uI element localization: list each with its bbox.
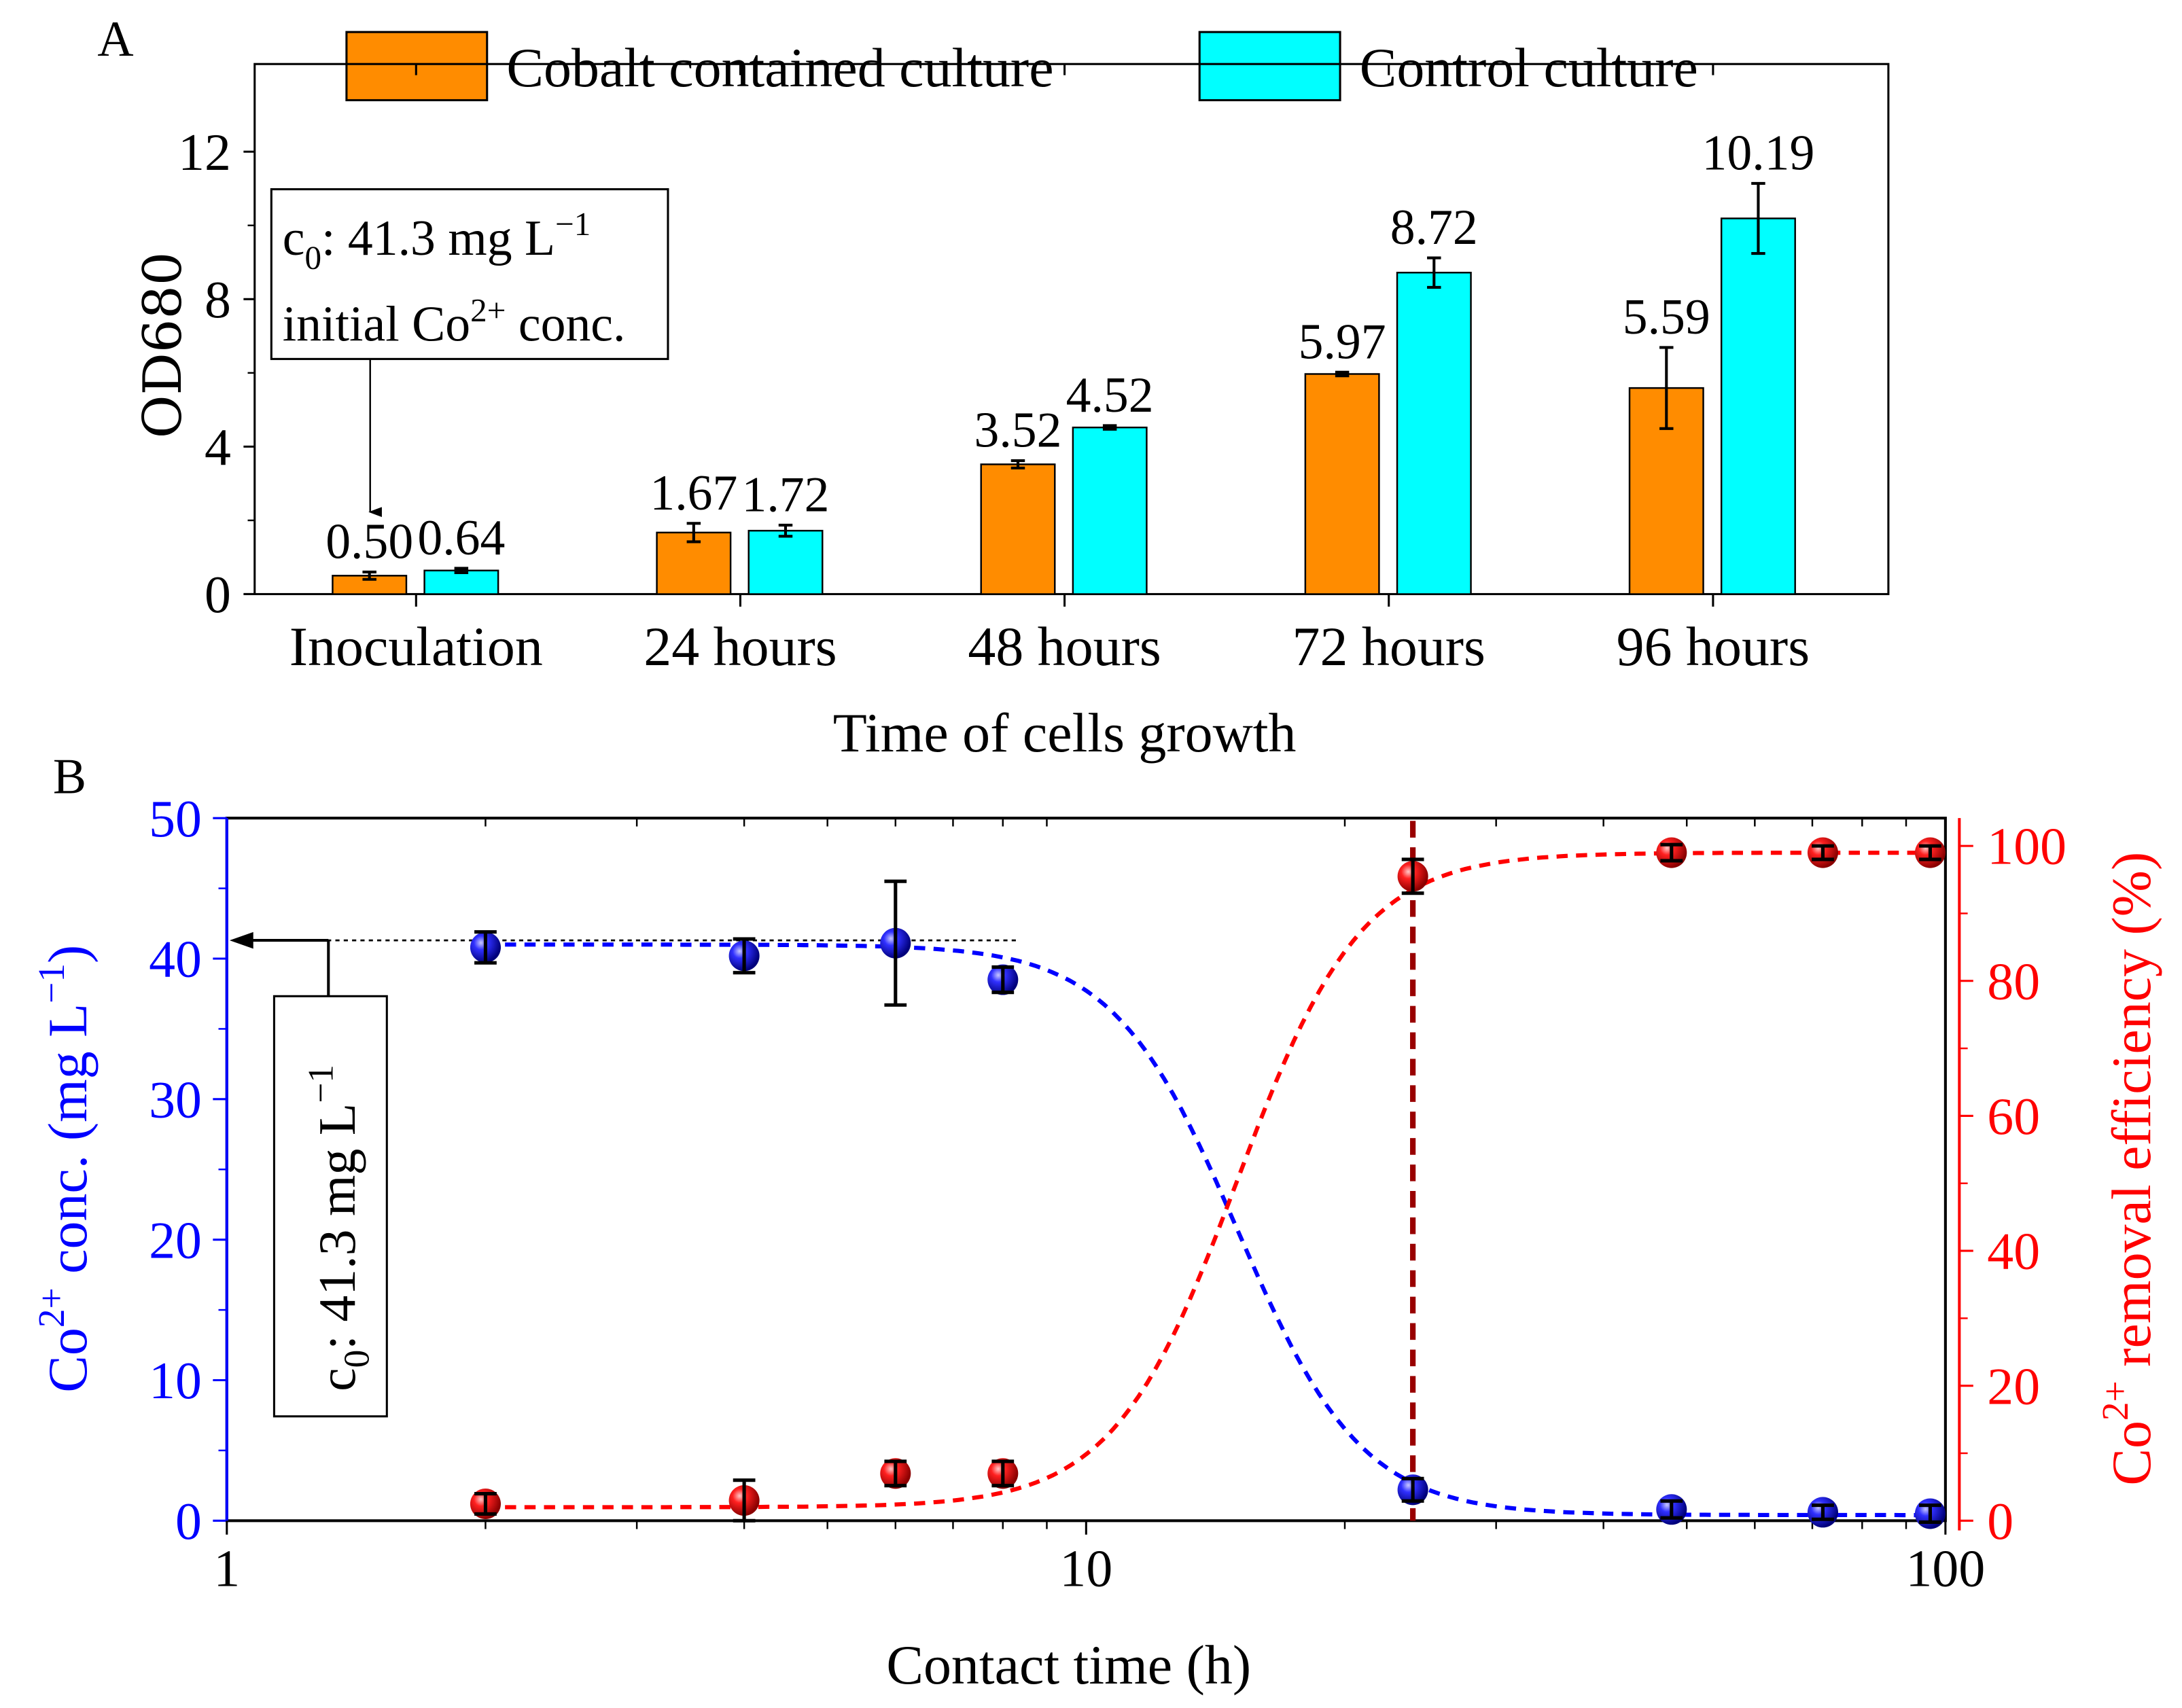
data-label: 5.97 — [1299, 313, 1386, 369]
bar — [1396, 272, 1472, 595]
x-tick-label: 48 hours — [968, 616, 1161, 677]
svg-text:c0: 41.3 mg L−1: c0: 41.3 mg L−1 — [300, 1065, 376, 1391]
bar — [747, 529, 824, 595]
y-tick-label-left: 10 — [149, 1351, 202, 1410]
y-tick-label-right: 60 — [1987, 1087, 2040, 1145]
annotation-sub: 0 — [304, 238, 321, 276]
bar — [980, 463, 1056, 595]
bar — [1072, 426, 1148, 595]
y-axis-label-left: Co2+ conc. (mg L−1) — [31, 945, 99, 1393]
x-tick-label: 96 hours — [1617, 616, 1810, 677]
legend-label: Control culture — [1360, 37, 1698, 99]
data-label: 8.72 — [1390, 199, 1478, 255]
y-tick-label-right: 80 — [1987, 952, 2040, 1010]
data-label: 4.52 — [1066, 367, 1154, 423]
bar — [423, 569, 499, 595]
data-label: 0.64 — [417, 510, 505, 565]
ref-sub: 0 — [337, 1350, 377, 1368]
y-tick-label-right: 40 — [1987, 1222, 2040, 1281]
panel-label-a: A — [97, 11, 133, 67]
y-tick-label: 12 — [178, 123, 231, 181]
bar — [1720, 217, 1796, 595]
y-axis-label-right: Co2+ removal efficiency (%) — [2094, 852, 2162, 1486]
svg-text:c0: 41.3 mg L−1: c0: 41.3 mg L−1 — [283, 205, 591, 276]
data-label: 5.59 — [1623, 289, 1710, 344]
x-axis-label-a: Time of cells growth — [833, 702, 1297, 764]
x-axis-label-b: Contact time (h) — [886, 1634, 1251, 1696]
legend: Cobalt contained culture Control culture — [345, 31, 1698, 102]
bar — [1304, 373, 1380, 595]
y-tick-label-left: 40 — [149, 930, 202, 989]
panel-label-b: B — [53, 748, 86, 804]
ref-sup: −1 — [300, 1065, 340, 1103]
y-tick-label-left: 30 — [149, 1070, 202, 1128]
annotation-box-a: c0: 41.3 mg L−1 initial Co2+ conc. — [270, 188, 669, 518]
y-tick-label-left: 0 — [175, 1492, 202, 1550]
legend-label: Cobalt contained culture — [506, 37, 1053, 99]
annotation-c: c — [283, 210, 305, 266]
panel-b-plot: 0 10 20 30 40 50 0 20 40 60 80 100 1 10 100 — [149, 789, 2066, 1598]
ref-text: : 41.3 mg L — [308, 1103, 366, 1350]
annotation-line2-end: conc. — [506, 296, 625, 352]
x-tick-label: 1 — [213, 1540, 240, 1598]
y-axis-label-a: OD680 — [133, 252, 194, 439]
data-label: 10.19 — [1702, 124, 1814, 180]
panel-a-plot: 0 4 8 12 Inoculation 0.50 0.64 24 hours 1.67 1.72… — [178, 64, 1814, 677]
x-tick-label: 10 — [1059, 1540, 1112, 1598]
plot-frame-a — [253, 63, 1890, 596]
annotation-sup2: 2+ — [470, 291, 506, 329]
data-label: 1.72 — [741, 467, 829, 522]
annotation-line2: initial Co — [283, 296, 470, 352]
fit-curve — [485, 942, 1929, 1518]
arrow-head-icon — [229, 931, 253, 949]
x-tick-label: Inoculation — [289, 616, 543, 677]
y-tick-label-left: 50 — [149, 789, 202, 848]
x-tick-label: 72 hours — [1292, 616, 1485, 677]
data-label: 1.67 — [650, 465, 737, 520]
data-label: 0.50 — [325, 513, 413, 569]
legend-swatch — [1198, 31, 1341, 102]
y-tick-label-right: 20 — [1987, 1357, 2040, 1415]
y-tick-label: 4 — [205, 418, 231, 476]
annotation-text: : 41.3 mg L — [321, 210, 555, 266]
fit-curve — [485, 851, 1929, 1510]
data-label: 3.52 — [974, 402, 1061, 458]
ref-c: c — [308, 1368, 366, 1391]
reference-box-b: c0: 41.3 mg L−1 — [272, 995, 388, 1418]
x-tick-label: 24 hours — [644, 616, 837, 677]
y-tick-label-right: 0 — [1987, 1492, 2013, 1550]
svg-text:initial Co2+ conc.: initial Co2+ conc. — [283, 291, 626, 352]
y-tick-label: 8 — [205, 270, 231, 329]
annotation-sup: −1 — [555, 205, 591, 243]
y-tick-label: 0 — [205, 565, 231, 624]
y-tick-label-right: 100 — [1987, 817, 2066, 876]
plot-frame-b — [225, 817, 1947, 1523]
y-tick-label-left: 20 — [149, 1211, 202, 1269]
x-tick-label: 100 — [1906, 1540, 1986, 1598]
